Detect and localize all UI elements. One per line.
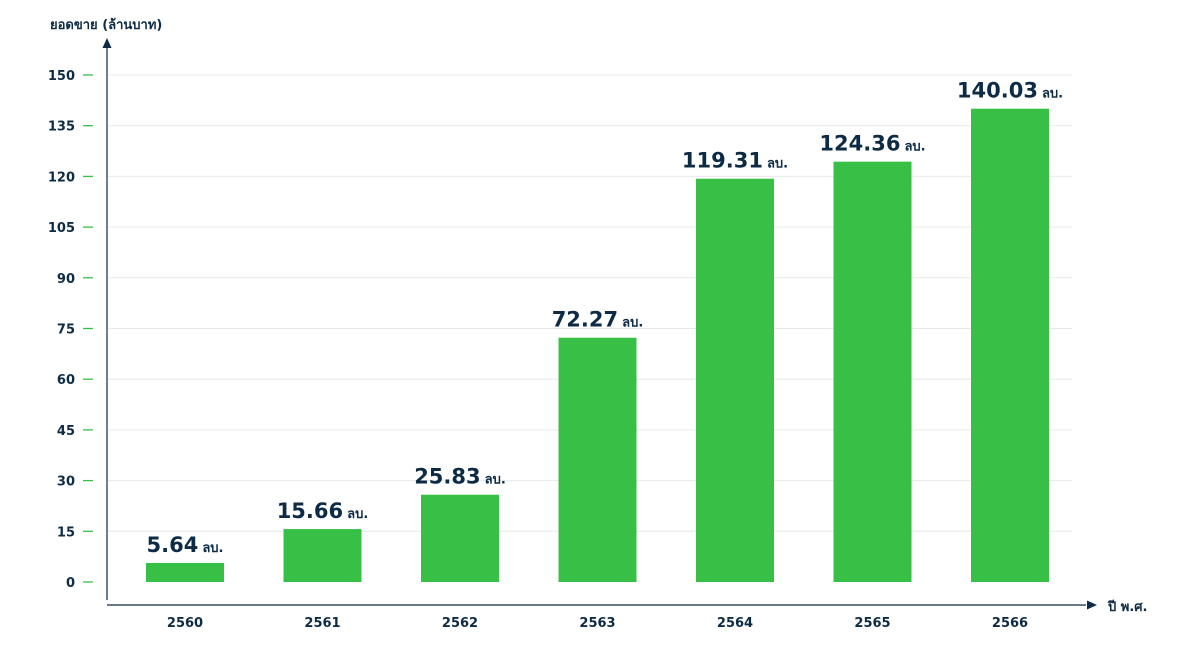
data-label-value: 140.03 bbox=[957, 79, 1038, 103]
y-tick-label: 0 bbox=[66, 576, 75, 591]
y-tick-label: 60 bbox=[57, 373, 75, 388]
value-labels: 5.64 ลบ.15.66 ลบ.25.83 ลบ.72.27 ลบ.119.31 ลบ.… bbox=[147, 79, 1064, 557]
data-label: 140.03 ลบ. bbox=[957, 79, 1063, 103]
y-tick-label: 30 bbox=[57, 475, 75, 490]
bars bbox=[146, 108, 1049, 583]
data-label-unit: ลบ. bbox=[347, 507, 368, 522]
data-label-value: 25.83 bbox=[414, 465, 480, 489]
x-tick-label: 2566 bbox=[992, 616, 1028, 631]
data-label: 72.27 ลบ. bbox=[552, 308, 644, 332]
x-tick-label: 2564 bbox=[717, 616, 753, 631]
data-label-unit: ลบ. bbox=[622, 316, 643, 331]
bar bbox=[558, 337, 637, 582]
y-tick-label: 45 bbox=[57, 424, 75, 439]
y-tick-label: 135 bbox=[48, 120, 75, 135]
data-label-value: 15.66 bbox=[277, 499, 343, 523]
bar bbox=[696, 178, 774, 583]
bar bbox=[146, 562, 224, 582]
y-tick-label: 75 bbox=[57, 323, 75, 338]
data-label-unit: ลบ. bbox=[202, 541, 223, 556]
x-axis-arrow-icon bbox=[1087, 600, 1097, 610]
data-label: 15.66 ลบ. bbox=[277, 499, 369, 523]
data-label-unit: ลบ. bbox=[904, 140, 925, 155]
bar bbox=[971, 108, 1049, 582]
bar bbox=[421, 494, 499, 582]
data-label: 5.64 ลบ. bbox=[147, 533, 224, 557]
y-tick-label: 150 bbox=[48, 69, 75, 84]
x-axis-label: ปี พ.ศ. bbox=[1107, 599, 1148, 615]
x-ticks: 2560 2561 2562 2563 2564 2565 2566 bbox=[167, 616, 1028, 631]
data-label-unit: ลบ. bbox=[767, 157, 788, 172]
data-label: 124.36 ลบ. bbox=[819, 132, 925, 156]
x-tick-label: 2562 bbox=[442, 616, 478, 631]
y-axis-arrow-icon bbox=[102, 38, 112, 48]
x-tick-label: 2560 bbox=[167, 616, 203, 631]
y-tick-label: 120 bbox=[48, 170, 75, 185]
x-tick-label: 2565 bbox=[854, 616, 890, 631]
data-label-unit: ลบ. bbox=[485, 473, 506, 488]
data-label-value: 124.36 bbox=[819, 132, 900, 156]
y-tick-label: 90 bbox=[57, 272, 75, 287]
y-tick-label: 105 bbox=[48, 221, 75, 236]
bar bbox=[283, 529, 362, 582]
grid-lines bbox=[108, 74, 1072, 532]
x-tick-label: 2563 bbox=[579, 616, 615, 631]
data-label-value: 119.31 bbox=[682, 149, 763, 173]
x-tick-label: 2561 bbox=[304, 616, 340, 631]
data-label: 119.31 ลบ. bbox=[682, 149, 788, 173]
y-tick-label: 15 bbox=[57, 525, 75, 540]
data-label-value: 72.27 bbox=[552, 308, 618, 332]
bar bbox=[833, 161, 912, 582]
axes: ยอดขาย (ล้านบาท) ปี พ.ศ. bbox=[50, 17, 1147, 615]
y-ticks: 0 15 30 45 60 75 90 105 120 135 150 bbox=[48, 69, 93, 591]
data-label-value: 5.64 bbox=[147, 533, 199, 557]
y-axis-label: ยอดขาย (ล้านบาท) bbox=[50, 17, 162, 33]
data-label-unit: ลบ. bbox=[1042, 87, 1063, 102]
data-label: 25.83 ลบ. bbox=[414, 465, 506, 489]
